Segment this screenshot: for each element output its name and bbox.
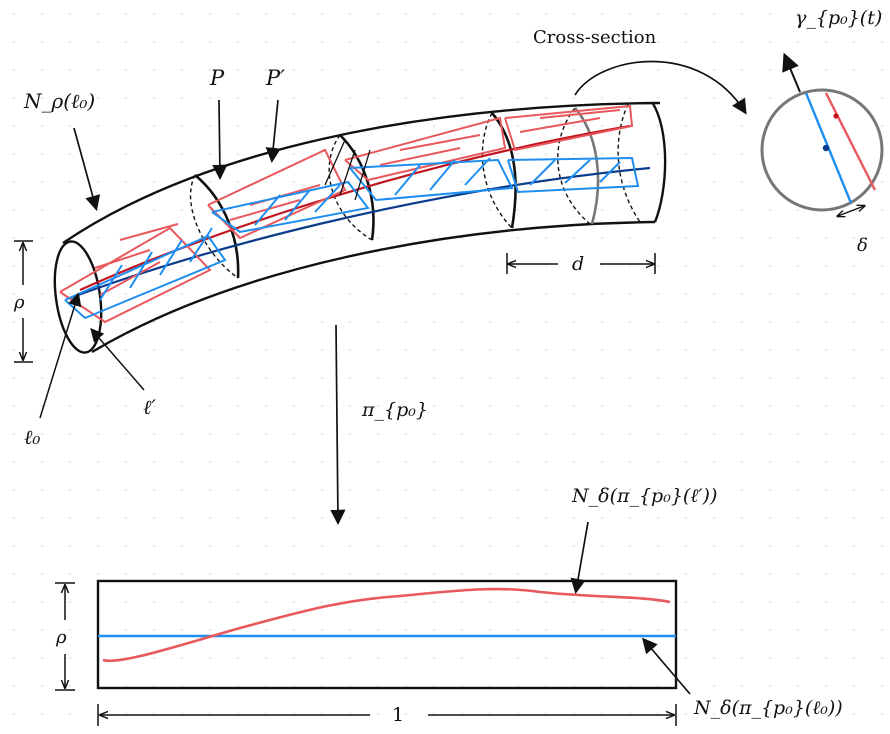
n-rho-label: N_ρ(ℓ₀) bbox=[23, 89, 95, 113]
tube-end-ellipse bbox=[53, 240, 103, 354]
p-arrow bbox=[212, 99, 228, 181]
blue-planes bbox=[64, 156, 640, 320]
projected-strip bbox=[96, 579, 678, 690]
strip-rectangle bbox=[96, 579, 678, 690]
cross-section-arrow bbox=[574, 60, 747, 115]
cross-section-inset bbox=[760, 52, 884, 216]
delta-label: δ bbox=[857, 235, 868, 256]
ell-prime-arrow bbox=[90, 327, 145, 391]
n-delta-ell-prime-label: N_δ(π_{p₀}(ℓ′)) bbox=[571, 485, 717, 507]
cross-section-red-line bbox=[824, 92, 877, 191]
ell0-arrow bbox=[39, 292, 82, 419]
cross-section-blue-dot bbox=[822, 144, 830, 152]
ell0-label: ℓ₀ bbox=[24, 425, 40, 449]
unit-dimension bbox=[97, 704, 677, 726]
projection-arrow bbox=[330, 324, 346, 526]
cross-section-red-dot bbox=[833, 113, 839, 119]
gamma-arrow bbox=[782, 52, 801, 93]
n-rho-arrow bbox=[73, 127, 101, 211]
gamma-label: γ_{p₀}(t) bbox=[795, 7, 882, 29]
cross-section-label: Cross-section bbox=[533, 27, 657, 48]
n-delta-ell-prime-arrow bbox=[570, 521, 589, 595]
projected-ell-prime-curve bbox=[102, 587, 671, 663]
tube-top-edge bbox=[62, 101, 661, 244]
slice-boundaries bbox=[194, 112, 517, 279]
tube-bottom-edge bbox=[91, 220, 656, 354]
ell-prime-label: ℓ′ bbox=[143, 395, 156, 419]
unit-label: 1 bbox=[392, 704, 404, 726]
n-delta-ell0-arrow bbox=[642, 637, 691, 695]
slice-grey bbox=[574, 107, 600, 225]
red-planes bbox=[59, 104, 634, 324]
p-prime-arrow bbox=[265, 99, 281, 164]
tube bbox=[53, 101, 667, 354]
curve-ell-prime bbox=[79, 124, 631, 292]
rho-dimension-top bbox=[14, 240, 33, 363]
cross-section-circle bbox=[760, 88, 884, 212]
curve-ell0 bbox=[69, 166, 651, 300]
n-delta-ell0-label: N_δ(π_{p₀}(ℓ₀)) bbox=[693, 697, 843, 719]
tube-far-end bbox=[650, 101, 667, 223]
d-dimension bbox=[506, 253, 656, 274]
p-label: P bbox=[209, 66, 225, 90]
hatching bbox=[324, 139, 371, 201]
rho-label-bottom: ρ bbox=[55, 627, 67, 648]
rho-label-top: ρ bbox=[13, 292, 25, 313]
p-prime-label: P′ bbox=[265, 66, 285, 90]
d-label: d bbox=[572, 253, 584, 275]
delta-dimension bbox=[838, 206, 864, 216]
pi-label: π_{p₀} bbox=[361, 399, 428, 421]
rho-dimension-bottom bbox=[55, 582, 75, 691]
